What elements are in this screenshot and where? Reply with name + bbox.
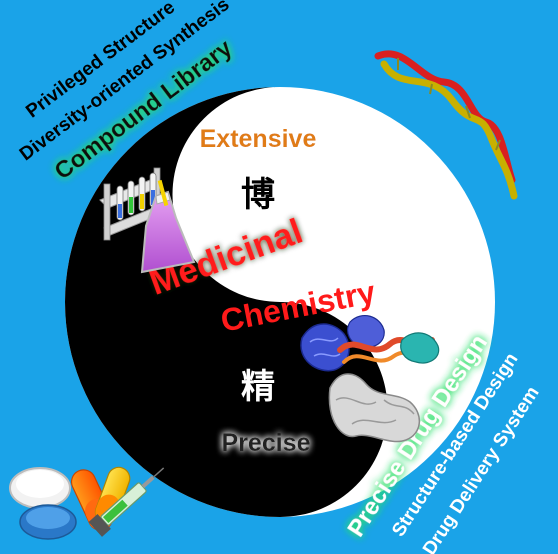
char-top: 博	[241, 175, 275, 215]
syringe-icon	[88, 467, 165, 537]
yin-dot	[226, 161, 290, 225]
yang-dot	[226, 353, 290, 417]
dna-helix-icon	[374, 50, 518, 200]
flask-icon	[140, 179, 196, 274]
label-precise: Precise	[222, 429, 311, 457]
pills-icon	[9, 466, 131, 540]
label-extensive: Extensive	[200, 125, 317, 153]
char-bottom: 精	[241, 367, 275, 407]
yin-half	[65, 87, 388, 517]
protein-dna-structure-icon	[300, 314, 440, 443]
